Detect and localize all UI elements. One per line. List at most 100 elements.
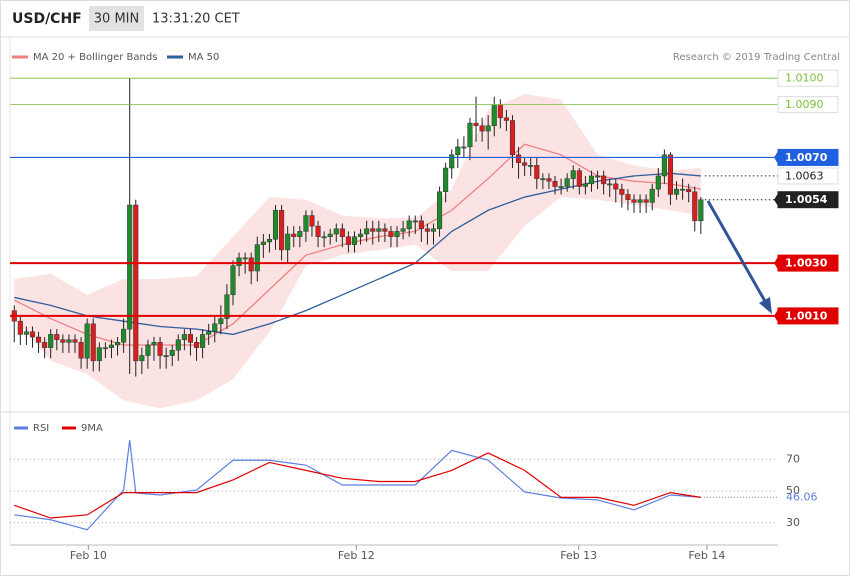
candle <box>54 329 60 351</box>
candle <box>121 318 127 353</box>
candle-body <box>540 178 546 181</box>
legend: RSI 9MA <box>14 423 103 434</box>
candle <box>680 178 686 200</box>
candle <box>66 334 72 353</box>
candle-body <box>212 323 218 333</box>
candle-body <box>601 175 607 185</box>
price-label-box <box>777 254 839 272</box>
candle <box>631 194 637 213</box>
candle-body <box>588 175 595 185</box>
x-tick-label: Feb 13 <box>560 549 597 562</box>
candle <box>36 331 42 353</box>
candle-body <box>72 339 78 343</box>
candle-body <box>351 236 358 245</box>
candle-body <box>279 210 285 251</box>
candle-body <box>430 228 437 232</box>
candle <box>42 337 48 359</box>
candle-body <box>315 225 321 237</box>
candle <box>200 329 206 359</box>
price-label-box <box>777 167 839 185</box>
candle <box>516 146 522 179</box>
candle <box>84 318 90 369</box>
candle-body <box>60 339 66 343</box>
candle <box>266 234 272 253</box>
candle <box>260 234 266 258</box>
candle <box>315 220 321 248</box>
interval[interactable]: 30 MIN <box>94 12 139 27</box>
candle-body <box>297 231 303 237</box>
legend: MA 20 + Bollinger Bands MA 50 <box>12 52 219 63</box>
candle-body <box>522 162 528 166</box>
candle-body <box>242 257 248 260</box>
rsi-line <box>14 452 701 519</box>
interval-box[interactable] <box>89 6 144 31</box>
candle-body <box>412 220 418 223</box>
candle-body <box>576 170 582 187</box>
candle-body <box>649 188 655 203</box>
candle-body <box>400 228 406 232</box>
candle-body <box>370 228 376 232</box>
symbol: USD/CHF <box>12 11 82 27</box>
candle <box>437 186 443 237</box>
candle <box>576 168 582 195</box>
candle-body <box>698 199 704 222</box>
candle-body <box>108 344 115 348</box>
candle-body <box>90 323 96 362</box>
candle-body <box>673 188 680 195</box>
candle <box>248 252 254 285</box>
candle <box>601 170 607 195</box>
candle-body <box>266 239 272 243</box>
candle-body <box>424 228 430 232</box>
candle <box>449 149 455 179</box>
price-label: 1.0090 <box>785 98 824 111</box>
candle <box>698 197 704 235</box>
legend-label: RSI <box>33 423 49 434</box>
candle-body <box>667 154 674 195</box>
x-tick-label: Feb 12 <box>338 549 375 562</box>
candle-body <box>406 220 412 230</box>
candle <box>376 220 382 242</box>
candle-body <box>558 186 564 188</box>
candle <box>443 162 449 203</box>
candle <box>467 117 473 161</box>
candle-body <box>139 355 145 362</box>
candle <box>534 157 540 190</box>
last-value-label: 46.06 <box>786 490 818 503</box>
y-tick-label: 70 <box>786 452 800 465</box>
candle-body <box>78 342 84 359</box>
candle-body <box>23 331 29 335</box>
candle-body <box>418 220 424 230</box>
candle <box>48 329 54 359</box>
candle <box>145 339 151 369</box>
candle-body <box>479 125 485 132</box>
candle <box>187 329 194 356</box>
candle-body <box>613 183 619 190</box>
candle-body <box>358 233 364 237</box>
candle-body <box>509 120 516 156</box>
candle <box>637 194 643 213</box>
credit: Research © 2019 Trading Central <box>673 52 840 63</box>
candle <box>619 183 625 208</box>
candle-body <box>619 188 625 195</box>
candle-body <box>503 117 509 121</box>
candle <box>673 181 680 200</box>
candle <box>370 220 376 245</box>
candle <box>236 252 242 277</box>
arrow-head <box>759 297 772 314</box>
candle <box>455 138 461 169</box>
candle <box>218 305 224 335</box>
candle-body <box>382 228 388 232</box>
candle <box>175 334 181 361</box>
candle-body <box>637 199 643 203</box>
candle <box>564 173 570 192</box>
arrow-shaft <box>706 200 768 304</box>
candle <box>418 215 424 242</box>
candle <box>303 210 309 242</box>
x-tick-label: Feb 10 <box>70 549 107 562</box>
candle <box>333 223 339 242</box>
candle <box>163 347 169 369</box>
candle <box>588 170 595 192</box>
candle-body <box>145 344 151 356</box>
price-label: 1.0063 <box>785 169 824 182</box>
